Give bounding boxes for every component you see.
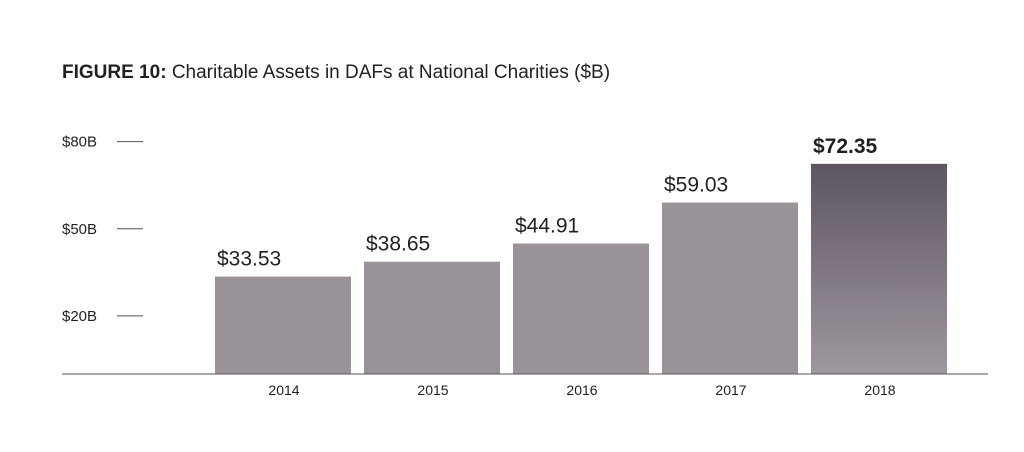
chart-title-prefix: FIGURE 10: [62,62,167,83]
value-label-2015: $38.65 [366,233,430,256]
x-tick-label: 2016 [566,382,597,398]
y-axis: $20B $50B $80B [62,134,143,325]
y-tick-label: $80B [62,134,97,151]
bar-2014 [215,276,351,374]
bar-2016 [513,243,649,374]
x-tick-label: 2015 [417,382,448,398]
bars [215,163,947,374]
value-label-2017: $59.03 [664,174,728,197]
chart-title: FIGURE 10: Charitable Assets in DAFs at … [62,62,610,84]
y-tick-label: $20B [62,308,97,325]
value-label-2014: $33.53 [217,248,281,271]
x-tick-label: 2017 [715,382,746,398]
x-tick-label: 2014 [268,382,299,398]
bar-2018 [811,163,947,374]
x-axis: 2014 2015 2016 2017 2018 [62,373,988,398]
x-tick-label: 2018 [864,382,895,398]
value-label-2018: $72.35 [813,135,878,158]
bar-2017 [662,202,798,374]
bar-2015 [364,261,500,374]
value-label-2016: $44.91 [515,215,579,238]
chart-title-text: Charitable Assets in DAFs at National Ch… [171,62,611,83]
value-labels: $33.53 $38.65 $44.91 $59.03 $72.35 [217,135,878,271]
y-tick-label: $50B [62,221,97,238]
